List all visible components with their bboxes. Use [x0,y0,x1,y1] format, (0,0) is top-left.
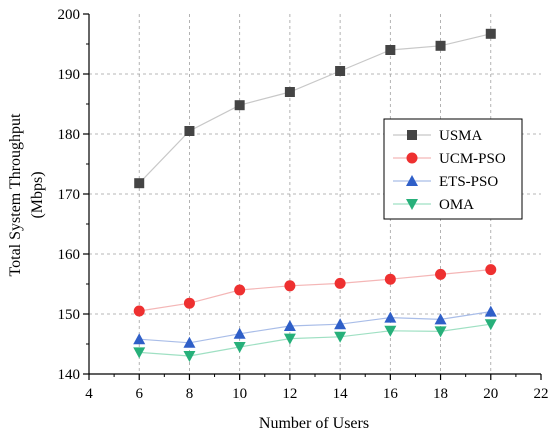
y-tick-label: 150 [58,307,81,323]
data-point-usma [385,45,396,55]
y-axis-title-line2: (Mbps) [29,171,46,218]
data-point-ucm-pso [384,273,396,285]
y-axis-title-line1: Total System Throughput [7,113,24,277]
data-point-oma [434,326,447,338]
x-tick-label: 12 [282,386,297,402]
series-line-usma [138,33,491,184]
data-point-ets-pso [484,305,497,317]
data-point-oma [334,331,347,343]
legend-marker-oma [406,199,418,210]
data-point-oma [233,342,246,353]
x-tick-label: 20 [483,386,498,402]
series-line-oma [139,323,491,357]
data-point-ucm-pso [183,297,195,309]
legend-label-ucm-pso: UCM-PSO [439,151,506,167]
x-tick-label: 8 [186,386,194,402]
y-tick-label: 140 [58,367,81,383]
x-tick-label: 22 [534,386,549,402]
legend-label-usma: USMA [439,128,483,144]
legend-marker-ets-pso [406,175,418,186]
series-line-ets-pso [139,311,491,344]
legend: USMA UCM-PSO ETS-PSO OMA [383,118,523,220]
tick-labels: 4 6 8 10 12 14 16 18 20 22 140 150 160 170 180 190 200 [58,7,549,402]
data-point-oma [133,347,146,359]
data-point-ets-pso [233,327,246,339]
data-point-oma [484,319,497,331]
series-markers [133,28,497,362]
x-tick-label: 18 [433,386,448,402]
y-tick-label: 170 [58,187,81,203]
series-line-ucm-pso [139,269,491,312]
data-point-ucm-pso [284,280,296,292]
data-point-usma [335,66,346,76]
data-point-ucm-pso [234,284,246,296]
y-tick-label: 160 [58,247,81,263]
y-tick-label: 180 [58,127,81,143]
data-point-ucm-pso [435,268,447,280]
data-point-ucm-pso [334,277,346,289]
legend-marker-usma [407,130,417,140]
data-point-usma [435,40,446,51]
x-tick-label: 14 [333,386,349,402]
data-point-usma [134,178,145,189]
data-point-ets-pso [434,313,447,325]
x-tick-label: 10 [232,386,247,402]
x-tick-label: 6 [135,386,143,402]
data-point-usma [284,87,295,97]
x-axis-title: Number of Users [259,415,369,432]
data-point-ets-pso [283,320,296,331]
data-point-ets-pso [183,336,196,348]
y-axis-title: Total System Throughput (Mbps) [7,113,46,277]
data-point-ets-pso [334,318,347,330]
data-point-ets-pso [384,311,397,323]
legend-marker-ucm-pso [406,152,418,164]
axes [83,13,542,380]
series-lines [138,33,491,357]
x-tick-label: 16 [383,386,399,402]
data-point-usma [234,100,245,111]
y-tick-label: 190 [58,67,81,83]
data-point-oma [183,351,196,362]
data-point-ucm-pso [133,305,145,317]
data-point-oma [384,325,397,337]
data-point-oma [283,333,296,345]
data-point-usma [184,126,195,136]
y-tick-label: 200 [58,7,81,23]
legend-label-ets-pso: ETS-PSO [439,174,498,190]
data-point-ets-pso [133,333,146,345]
data-point-ucm-pso [485,264,497,276]
data-point-usma [485,28,496,39]
legend-label-oma: OMA [439,197,474,213]
x-tick-label: 4 [85,386,93,402]
